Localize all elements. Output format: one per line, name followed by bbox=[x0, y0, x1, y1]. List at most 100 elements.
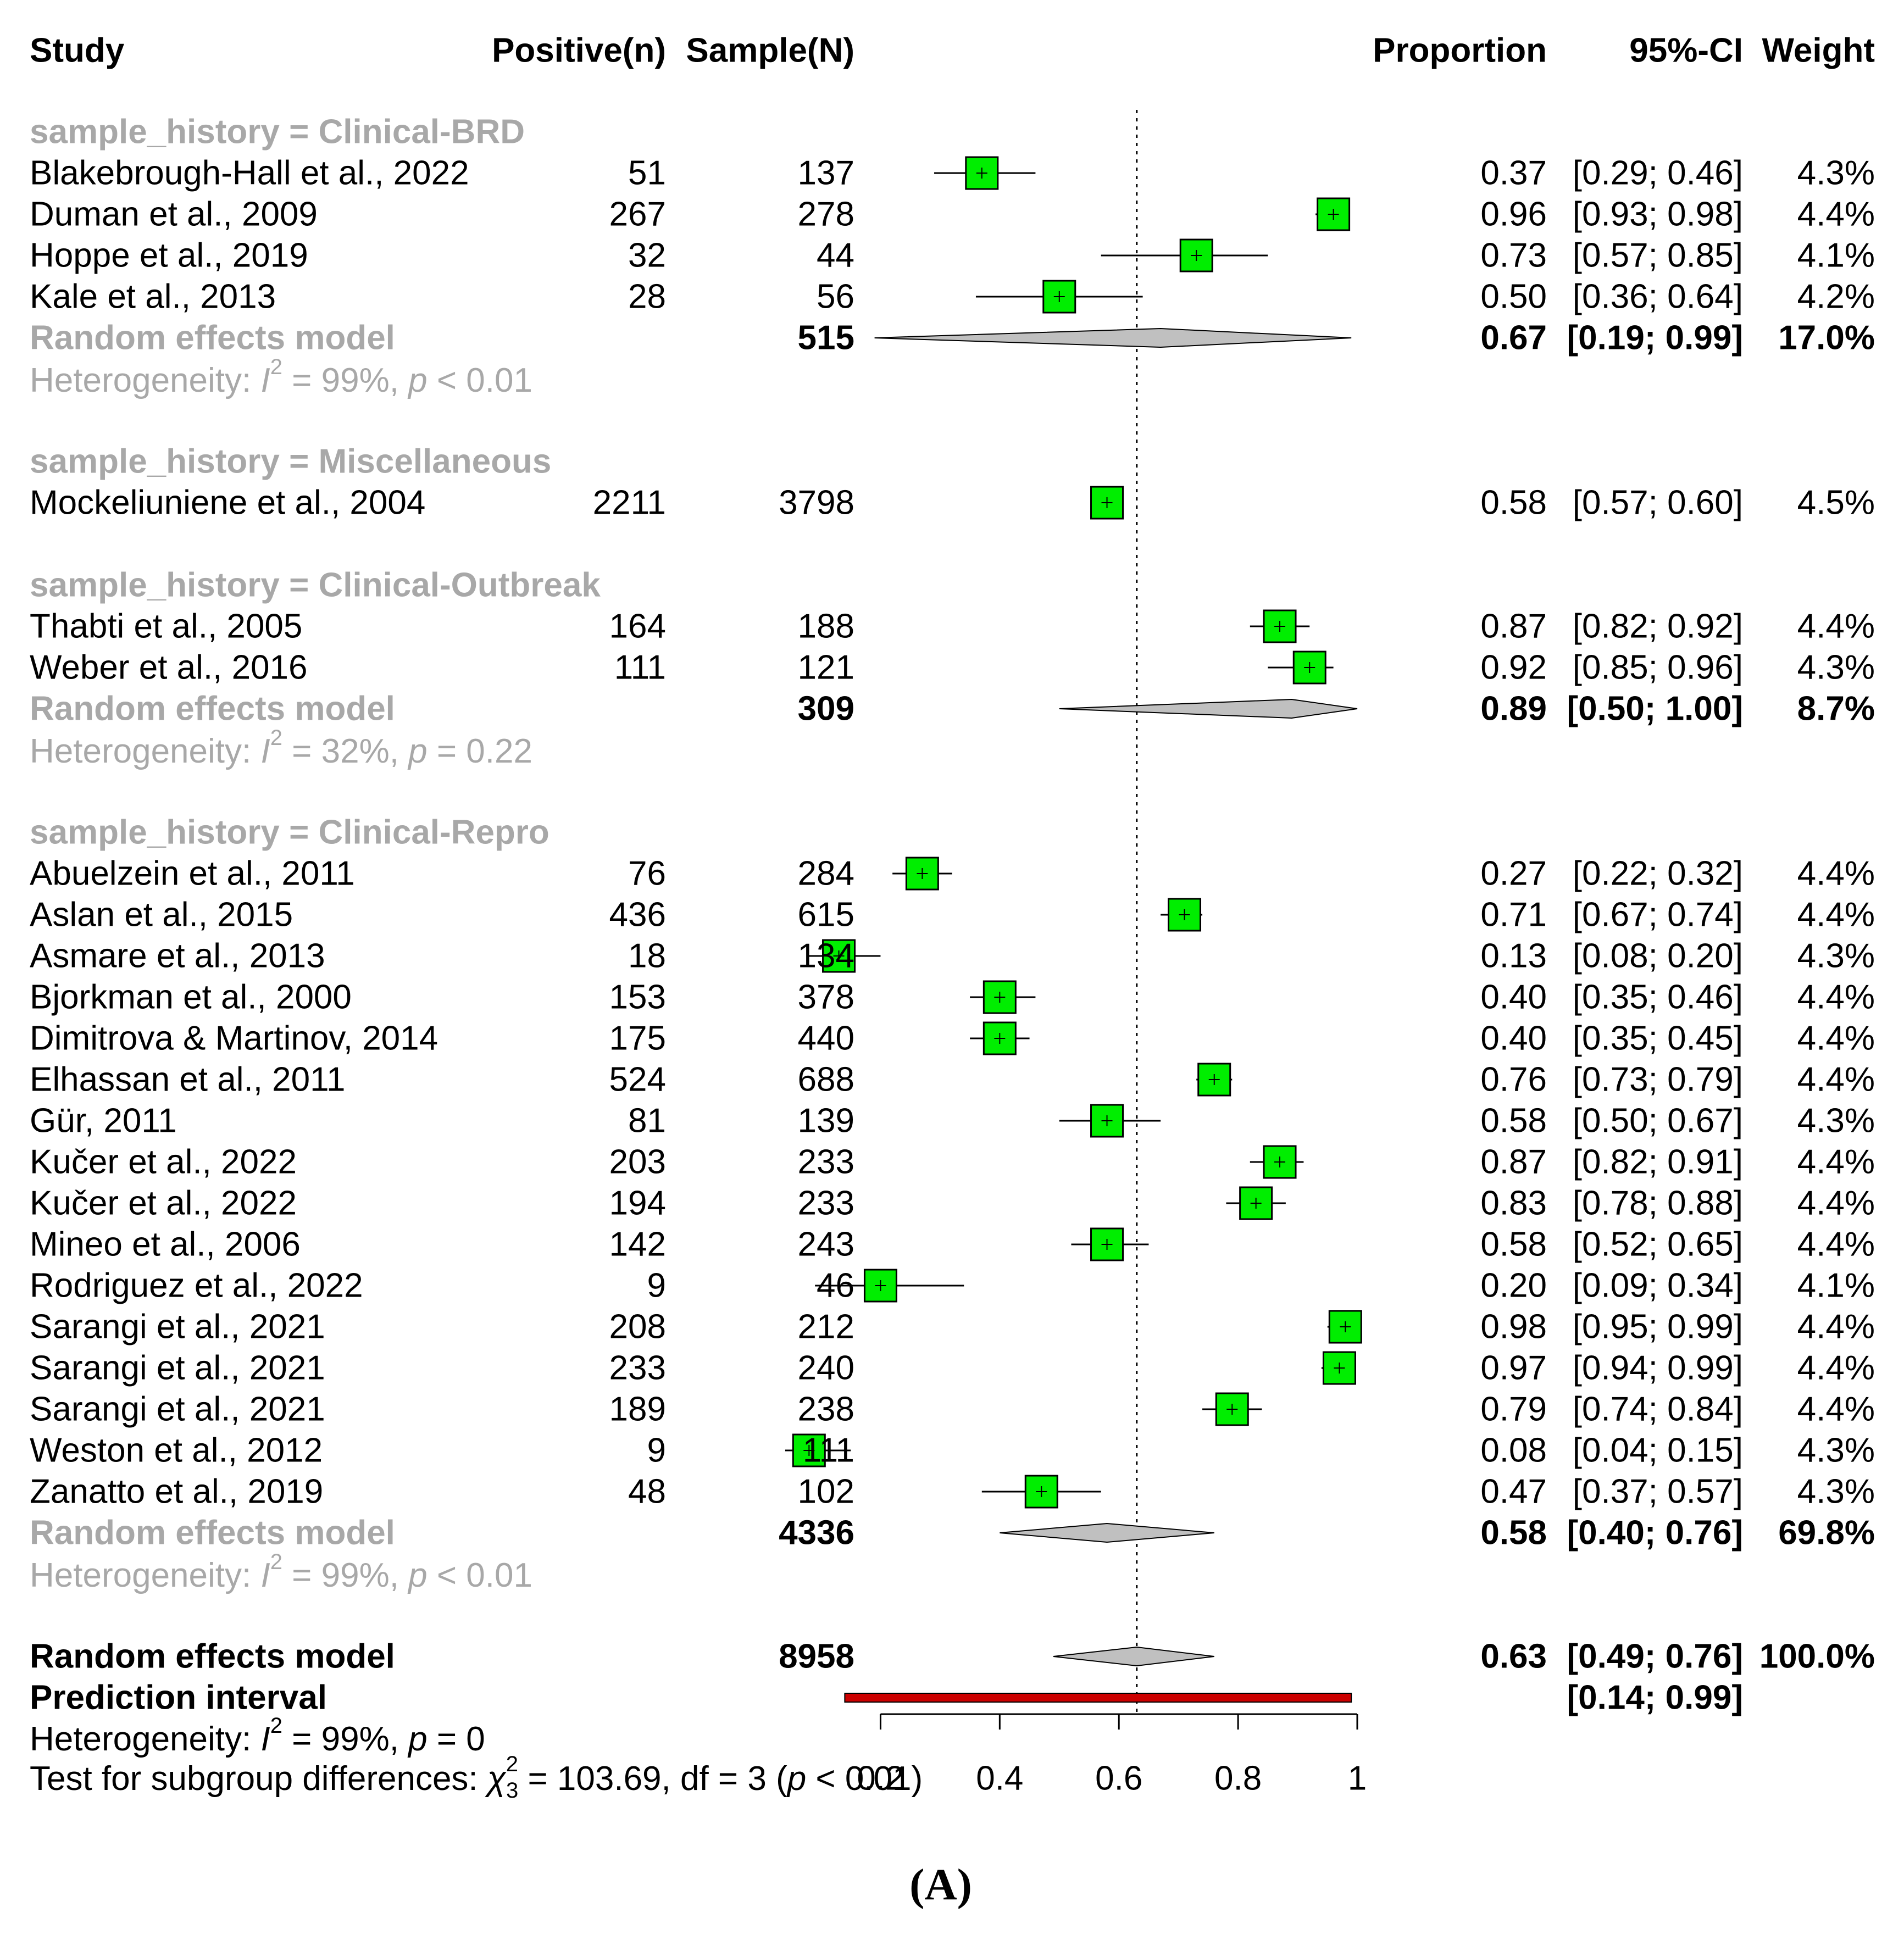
study-proportion: 0.87 bbox=[1480, 1143, 1547, 1181]
overall-model-diamond bbox=[1053, 1646, 1214, 1667]
subgroup-model-diamond bbox=[1059, 698, 1358, 719]
study-label: Sarangi et al., 2021 bbox=[30, 1308, 325, 1346]
study-sample: 378 bbox=[798, 978, 854, 1016]
study-proportion: 0.71 bbox=[1480, 896, 1547, 934]
study-ci: [0.08; 0.20] bbox=[1573, 937, 1743, 975]
study-positive: 76 bbox=[628, 855, 666, 893]
study-weight: 4.4% bbox=[1797, 896, 1875, 934]
study-ci: [0.04; 0.15] bbox=[1573, 1432, 1743, 1470]
study-weight: 4.4% bbox=[1797, 1308, 1875, 1346]
study-ci: [0.94; 0.99] bbox=[1573, 1349, 1743, 1387]
study-positive: 9 bbox=[647, 1432, 666, 1470]
study-sample: 233 bbox=[798, 1143, 854, 1181]
header-proportion: Proportion bbox=[1373, 32, 1547, 70]
x-axis-tick-label: 0.4 bbox=[976, 1760, 1023, 1798]
study-positive: 267 bbox=[609, 196, 666, 233]
study-weight: 4.3% bbox=[1797, 154, 1875, 192]
study-proportion: 0.37 bbox=[1480, 154, 1547, 192]
study-ci: [0.36; 0.64] bbox=[1573, 278, 1743, 316]
header-sample: Sample(N) bbox=[686, 32, 854, 70]
study-proportion: 0.13 bbox=[1480, 937, 1547, 975]
study-positive: 9 bbox=[647, 1267, 666, 1305]
study-weight: 4.4% bbox=[1797, 196, 1875, 233]
subgroup-model-weight: 8.7% bbox=[1797, 690, 1875, 728]
study-ci: [0.35; 0.45] bbox=[1573, 1020, 1743, 1058]
study-sample: 238 bbox=[798, 1391, 854, 1428]
overall-model-weight: 100.0% bbox=[1759, 1638, 1875, 1676]
study-label: Asmare et al., 2013 bbox=[30, 937, 325, 975]
study-label: Weston et al., 2012 bbox=[30, 1432, 323, 1470]
subgroup-label: sample_history = Clinical-Repro bbox=[30, 814, 549, 852]
study-sample: 188 bbox=[798, 608, 854, 646]
study-proportion: 0.76 bbox=[1480, 1061, 1547, 1099]
study-ci: [0.35; 0.46] bbox=[1573, 978, 1743, 1016]
study-ci: [0.67; 0.74] bbox=[1573, 896, 1743, 934]
study-label: Blakebrough-Hall et al., 2022 bbox=[30, 154, 469, 192]
study-label: Elhassan et al., 2011 bbox=[30, 1061, 345, 1099]
subgroup-model-weight: 17.0% bbox=[1778, 319, 1875, 357]
study-sample: 46 bbox=[817, 1267, 854, 1305]
study-weight: 4.4% bbox=[1797, 1185, 1875, 1222]
study-label: Thabti et al., 2005 bbox=[30, 608, 302, 646]
study-positive: 436 bbox=[609, 896, 666, 934]
study-sample: 243 bbox=[798, 1226, 854, 1264]
study-label: Mockeliuniene et al., 2004 bbox=[30, 484, 425, 522]
study-weight: 4.2% bbox=[1797, 278, 1875, 316]
study-weight: 4.4% bbox=[1797, 1143, 1875, 1181]
study-label: Duman et al., 2009 bbox=[30, 196, 318, 233]
study-positive: 2211 bbox=[593, 484, 666, 522]
subgroup-model-sample: 4336 bbox=[779, 1514, 854, 1552]
study-positive: 32 bbox=[628, 237, 666, 275]
study-weight: 4.4% bbox=[1797, 1020, 1875, 1058]
study-label: Gür, 2011 bbox=[30, 1102, 177, 1140]
study-positive: 142 bbox=[609, 1226, 666, 1264]
study-label: Mineo et al., 2006 bbox=[30, 1226, 301, 1264]
study-proportion: 0.79 bbox=[1480, 1391, 1547, 1428]
study-weight: 4.4% bbox=[1797, 1061, 1875, 1099]
subgroup-heterogeneity: Heterogeneity: I2 = 99%, p < 0.01 bbox=[30, 355, 532, 399]
x-axis-tick-label: 1 bbox=[1348, 1760, 1367, 1798]
study-ci: [0.37; 0.57] bbox=[1573, 1473, 1743, 1511]
study-label: Sarangi et al., 2021 bbox=[30, 1349, 325, 1387]
overall-heterogeneity: Heterogeneity: I2 = 99%, p = 0 bbox=[30, 1714, 485, 1758]
x-axis-tick-label: 0.8 bbox=[1214, 1760, 1262, 1798]
study-positive: 51 bbox=[628, 154, 666, 192]
study-weight: 4.3% bbox=[1797, 1432, 1875, 1470]
study-label: Zanatto et al., 2019 bbox=[30, 1473, 323, 1511]
study-point-box bbox=[905, 857, 939, 891]
study-sample: 56 bbox=[817, 278, 854, 316]
plot-text: Study Positive(n) Sample(N) Proportion 95%-C… bbox=[30, 32, 1875, 1910]
study-sample: 233 bbox=[798, 1185, 854, 1222]
study-ci: [0.50; 0.67] bbox=[1573, 1102, 1743, 1140]
study-ci: [0.09; 0.34] bbox=[1573, 1267, 1743, 1305]
study-weight: 4.4% bbox=[1797, 978, 1875, 1016]
study-sample: 121 bbox=[798, 649, 854, 687]
study-sample: 44 bbox=[817, 237, 854, 275]
study-label: Dimitrova & Martinov, 2014 bbox=[30, 1020, 438, 1058]
study-sample: 240 bbox=[798, 1349, 854, 1387]
header-ci: 95%-CI bbox=[1629, 32, 1743, 70]
study-proportion: 0.96 bbox=[1480, 196, 1547, 233]
study-ci: [0.95; 0.99] bbox=[1573, 1308, 1743, 1346]
study-proportion: 0.92 bbox=[1480, 649, 1547, 687]
subgroup-model-diamond bbox=[1000, 1522, 1214, 1543]
subgroup-model-proportion: 0.67 bbox=[1480, 319, 1547, 357]
study-label: Abuelzein et al., 2011 bbox=[30, 855, 355, 893]
header-positive: Positive(n) bbox=[492, 32, 666, 70]
study-proportion: 0.58 bbox=[1480, 484, 1547, 522]
study-sample: 284 bbox=[798, 855, 854, 893]
prediction-interval-ci: [0.14; 0.99] bbox=[1567, 1679, 1743, 1717]
subgroup-model-diamond bbox=[874, 327, 1352, 348]
study-label: Kale et al., 2013 bbox=[30, 278, 276, 316]
study-label: Weber et al., 2016 bbox=[30, 649, 308, 687]
study-label: Kučer et al., 2022 bbox=[30, 1143, 297, 1181]
study-sample: 139 bbox=[798, 1102, 854, 1140]
x-axis-tick-label: 0.2 bbox=[857, 1760, 904, 1798]
overall-model-label: Random effects model bbox=[30, 1638, 395, 1676]
study-positive: 208 bbox=[609, 1308, 666, 1346]
study-proportion: 0.08 bbox=[1480, 1432, 1547, 1470]
study-sample: 134 bbox=[798, 937, 854, 975]
subgroup-model-ci: [0.40; 0.76] bbox=[1567, 1514, 1743, 1552]
study-ci: [0.78; 0.88] bbox=[1573, 1185, 1743, 1222]
study-ci: [0.93; 0.98] bbox=[1573, 196, 1743, 233]
